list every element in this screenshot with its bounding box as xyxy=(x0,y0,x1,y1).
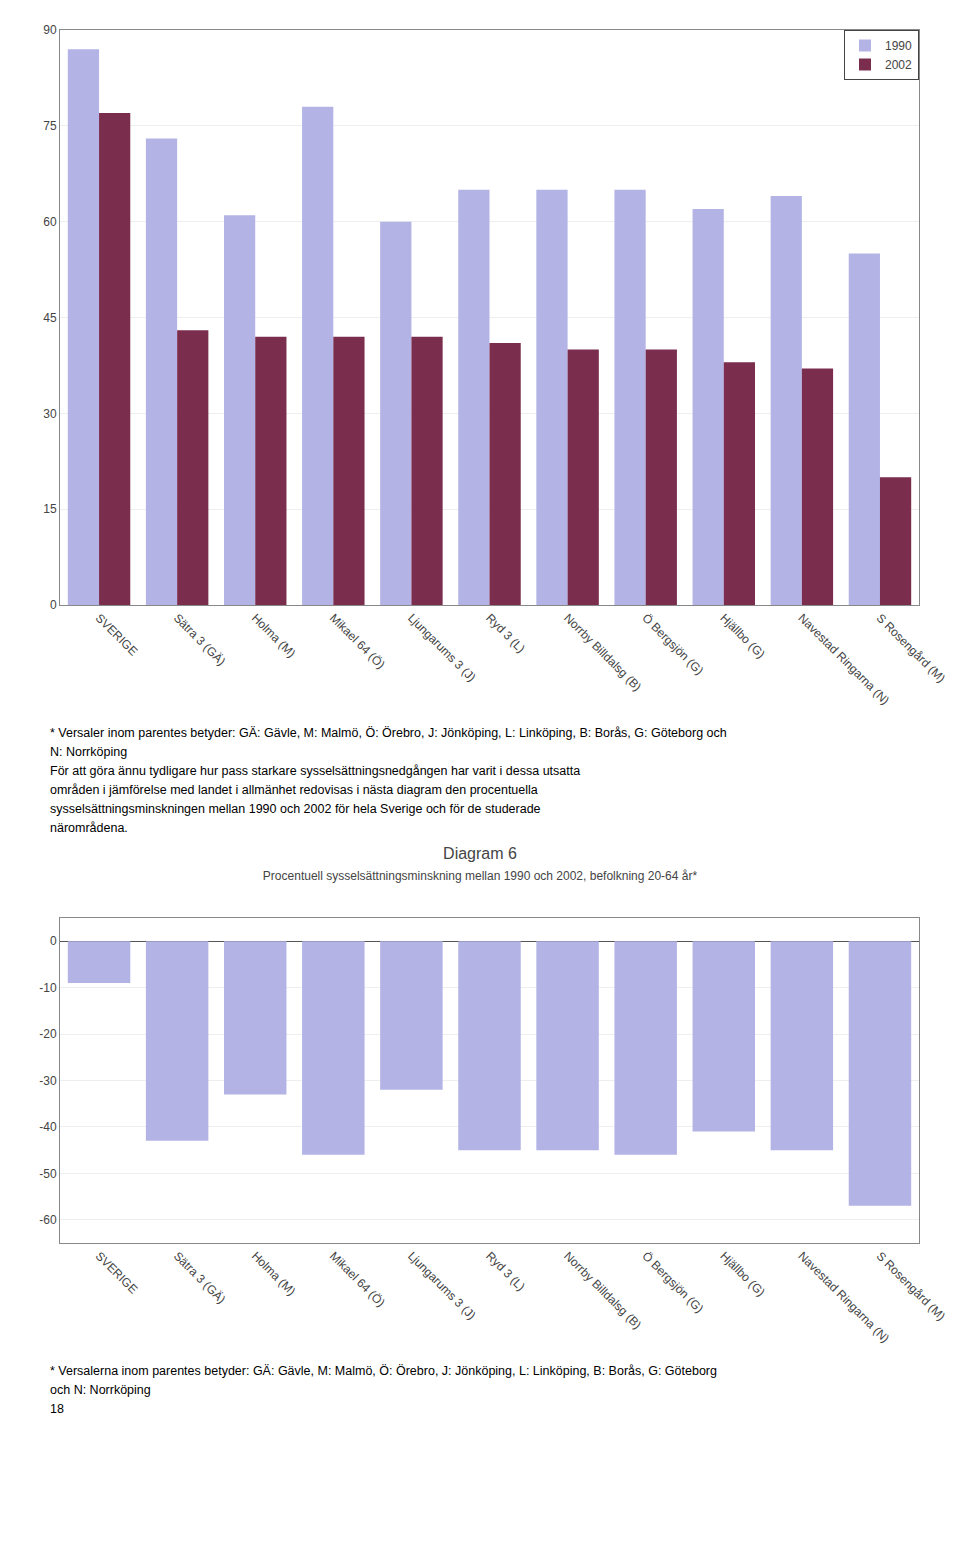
svg-text:Hjällbo (G): Hjällbo (G) xyxy=(717,1249,767,1299)
html-text:områden i jämförelse med lande: områden i jämförelse med landet i allmän… xyxy=(50,783,538,797)
html-text:och N: Norrköping: och N: Norrköping xyxy=(50,1383,151,1397)
svg-text:-50: -50 xyxy=(39,1167,57,1181)
html-text:18: 18 xyxy=(50,1402,64,1416)
svg-text:Mikael 64 (Ö): Mikael 64 (Ö) xyxy=(327,611,388,672)
svg-text:Holma (M): Holma (M) xyxy=(249,611,298,660)
svg-text:Hjällbo (G): Hjällbo (G) xyxy=(717,611,767,661)
svg-text:Ljungarums 3 (J): Ljungarums 3 (J) xyxy=(405,611,479,685)
html-text:N: Norrköping: N: Norrköping xyxy=(50,745,128,759)
svg-text:S Rosengård (M): S Rosengård (M) xyxy=(874,1249,949,1324)
svg-text:Mikael 64 (Ö): Mikael 64 (Ö) xyxy=(327,1249,388,1310)
svg-text:SVERIGE: SVERIGE xyxy=(93,611,141,659)
svg-text:Sätra 3 (GÄ): Sätra 3 (GÄ) xyxy=(171,1249,229,1307)
svg-text:Ö Bergsjön (G): Ö Bergsjön (G) xyxy=(639,1249,706,1316)
svg-text:Sätra 3 (GÄ): Sätra 3 (GÄ) xyxy=(171,611,229,669)
svg-text:0: 0 xyxy=(50,934,57,948)
svg-text:Ö Bergsjön (G): Ö Bergsjön (G) xyxy=(639,611,706,678)
svg-text:60: 60 xyxy=(43,215,57,229)
html-text:närområdena.: närområdena. xyxy=(50,821,128,835)
svg-text:0: 0 xyxy=(50,598,57,612)
html-text:sysselsättningsminskningen mel: sysselsättningsminskningen mellan 1990 o… xyxy=(50,802,541,816)
svg-text:Diagram 6Procentuell sysselsät: Diagram 6Procentuell sysselsättningsmins… xyxy=(263,845,698,883)
svg-text:Navestad Ringarna (N): Navestad Ringarna (N) xyxy=(795,1249,892,1346)
svg-text:Norrby Billdalsg (B): Norrby Billdalsg (B) xyxy=(561,1249,644,1332)
svg-text:2002: 2002 xyxy=(885,58,912,72)
svg-text:-10: -10 xyxy=(39,981,57,995)
svg-text:1990: 1990 xyxy=(885,39,912,53)
html-text:För att göra ännu tydligare hu: För att göra ännu tydligare hur pass sta… xyxy=(50,764,581,778)
svg-text:Norrby Billdalsg (B): Norrby Billdalsg (B) xyxy=(561,611,644,694)
svg-text:30: 30 xyxy=(43,407,57,421)
svg-text:Ryd 3 (L): Ryd 3 (L) xyxy=(483,1249,528,1294)
html-text:* Versalerna inom parentes bet: * Versalerna inom parentes betyder: GÄ: … xyxy=(50,1364,717,1378)
svg-text:-60: -60 xyxy=(39,1213,57,1227)
svg-text:-40: -40 xyxy=(39,1120,57,1134)
svg-text:Ryd 3 (L): Ryd 3 (L) xyxy=(483,611,528,656)
svg-text:90: 90 xyxy=(43,23,57,37)
svg-text:-30: -30 xyxy=(39,1074,57,1088)
svg-text:75: 75 xyxy=(43,119,57,133)
svg-text:45: 45 xyxy=(43,311,57,325)
svg-text:Holma (M): Holma (M) xyxy=(249,1249,298,1298)
html-text:* Versaler inom parentes betyd: * Versaler inom parentes betyder: GÄ: Gä… xyxy=(50,726,727,740)
svg-text:Ljungarums 3 (J): Ljungarums 3 (J) xyxy=(405,1249,479,1323)
svg-text:15: 15 xyxy=(43,502,57,516)
svg-text:-20: -20 xyxy=(39,1027,57,1041)
svg-text:SVERIGE: SVERIGE xyxy=(93,1249,141,1297)
svg-text:S Rosengård (M): S Rosengård (M) xyxy=(874,611,949,686)
svg-text:Navestad Ringarna (N): Navestad Ringarna (N) xyxy=(795,611,892,708)
